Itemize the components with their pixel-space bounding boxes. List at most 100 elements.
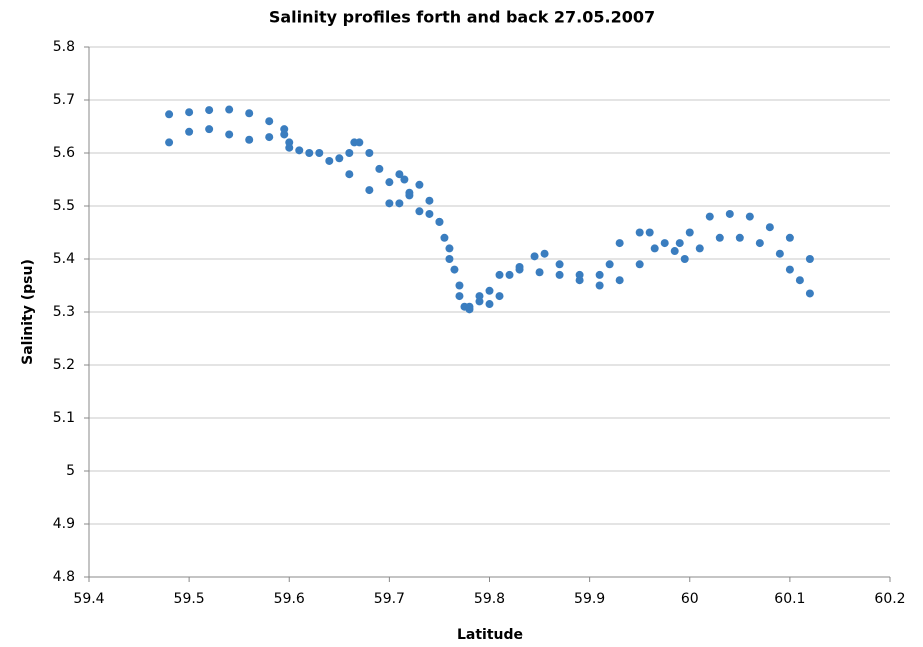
x-tick-label: 59.6 [274,591,305,607]
point [165,138,174,147]
point [265,117,274,126]
point [435,217,444,226]
point [575,276,584,285]
point [165,110,174,119]
point [425,209,434,218]
point [445,255,454,263]
point [505,270,514,279]
y-tick-label: 5.7 [53,92,75,108]
x-tick-label: 60 [681,591,699,607]
point [375,164,384,173]
point [670,247,679,256]
x-tick-label: 59.8 [474,591,505,607]
point [185,127,194,136]
y-tick-label: 5.2 [53,357,75,373]
point [355,138,364,147]
point [755,239,764,248]
point [365,149,374,157]
point [695,244,704,253]
point [365,186,374,195]
point [475,292,484,301]
point [515,262,524,271]
y-tick-label: 5.8 [53,39,75,55]
x-tick-label: 59.5 [174,591,205,607]
point [305,149,314,157]
point [540,249,549,258]
point [805,255,814,263]
point [495,292,504,301]
point [735,233,744,242]
point [345,149,354,157]
point [530,252,539,261]
point [345,170,354,179]
point [705,212,714,221]
point [675,239,684,248]
point [205,125,214,134]
y-tick-label: 4.8 [53,569,75,585]
point [315,149,324,157]
point [495,270,504,279]
x-tick-label: 59.9 [574,591,605,607]
point [245,135,254,144]
point [805,289,814,298]
point [455,281,464,290]
y-tick-label: 5.4 [53,251,75,267]
point [335,154,344,163]
y-tick-label: 5 [66,463,75,479]
y-axis-label: Salinity (psu) [20,259,36,365]
point [395,199,404,208]
x-tick-label: 59.7 [374,591,405,607]
point [425,196,434,205]
point [325,156,334,165]
point [785,233,794,242]
point [285,143,294,152]
point [635,228,644,237]
point [415,180,424,189]
point [765,223,774,232]
point [535,268,544,277]
point [205,106,214,115]
point [660,239,669,248]
point [555,270,564,279]
point [785,265,794,274]
y-tick-label: 5.6 [53,145,75,161]
point [485,300,494,309]
point [775,249,784,258]
point [650,244,659,253]
point [725,209,734,218]
point [795,276,804,285]
point [415,207,424,216]
point [745,212,754,221]
point [465,302,474,311]
point [605,260,614,269]
chart-title: Salinity profiles forth and back 27.05.2… [269,8,655,27]
point [385,178,394,187]
y-tick-label: 5.3 [53,304,75,320]
point [405,188,414,197]
y-tick-label: 5.5 [53,198,75,214]
point [245,109,254,118]
point [635,260,644,269]
y-tick-label: 5.1 [53,410,75,426]
point [265,133,274,142]
point [680,255,689,263]
point [715,233,724,242]
x-tick-label: 59.4 [73,591,104,607]
point [595,281,604,290]
y-tick-label: 4.9 [53,516,75,532]
point [485,286,494,295]
point [455,292,464,301]
point [645,228,654,237]
point [685,228,694,237]
point [595,270,604,279]
point [555,260,564,269]
point [280,130,289,139]
point [295,146,304,155]
point [615,276,624,285]
point [450,265,459,274]
point [385,199,394,208]
x-tick-label: 60.1 [774,591,805,607]
x-axis-label: Latitude [457,627,523,643]
point [400,175,409,184]
